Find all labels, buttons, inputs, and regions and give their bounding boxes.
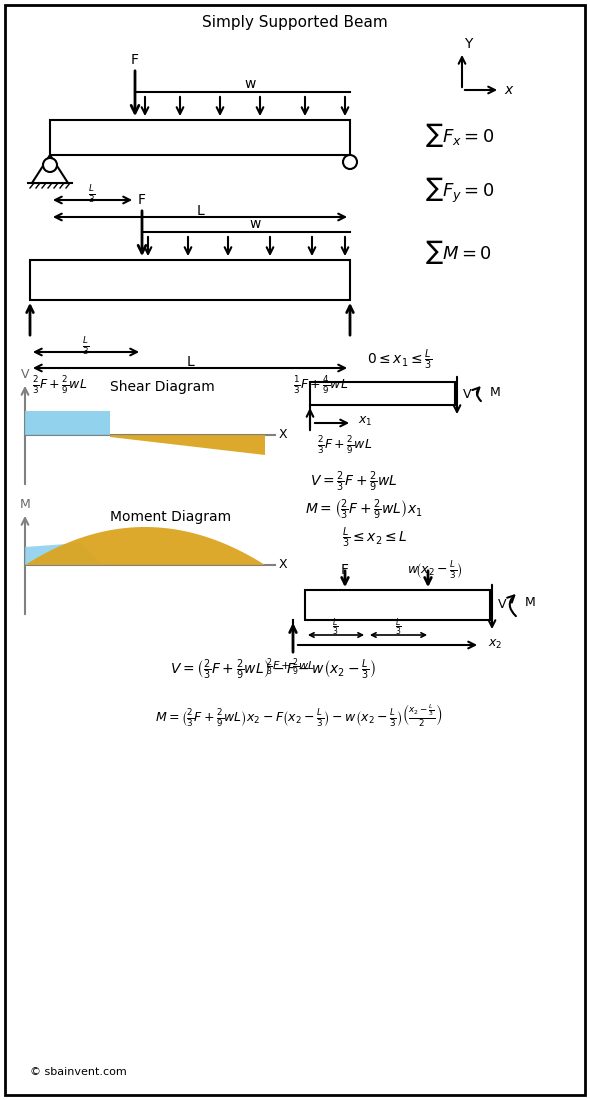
Text: Moment Diagram: Moment Diagram <box>110 510 231 524</box>
Text: $\frac{2}{3}F+\frac{2}{9}wL$: $\frac{2}{3}F+\frac{2}{9}wL$ <box>266 657 316 678</box>
Bar <box>50 120 350 155</box>
Text: $\frac{1}{3}F+\frac{4}{9}wL$: $\frac{1}{3}F+\frac{4}{9}wL$ <box>293 374 348 396</box>
Bar <box>305 590 490 620</box>
Text: Y: Y <box>464 37 472 51</box>
Polygon shape <box>32 155 68 183</box>
Text: $V = \frac{2}{3}F + \frac{2}{9}wL$: $V = \frac{2}{3}F + \frac{2}{9}wL$ <box>310 470 398 494</box>
Text: $\frac{L}{3}$: $\frac{L}{3}$ <box>395 616 401 638</box>
Text: $x_2$: $x_2$ <box>488 638 502 650</box>
Text: Simply Supported Beam: Simply Supported Beam <box>202 14 388 30</box>
Text: $\sum F_y = 0$: $\sum F_y = 0$ <box>425 175 494 205</box>
Text: Shear Diagram: Shear Diagram <box>110 379 215 394</box>
Text: X: X <box>278 559 287 572</box>
Polygon shape <box>110 434 265 455</box>
Text: $\frac{L}{3}$: $\frac{L}{3}$ <box>88 183 96 205</box>
Text: V: V <box>498 598 506 612</box>
Bar <box>30 260 350 300</box>
Text: w: w <box>244 77 255 91</box>
Polygon shape <box>25 411 110 434</box>
Text: $x_1$: $x_1$ <box>358 415 372 428</box>
Text: $\frac{2}{3}F+\frac{2}{9}wL$: $\frac{2}{3}F+\frac{2}{9}wL$ <box>32 374 87 396</box>
Text: © sbainvent.com: © sbainvent.com <box>30 1067 127 1077</box>
Polygon shape <box>25 527 265 565</box>
Text: $M = \left(\frac{2}{3}F + \frac{2}{9}wL\right)x_1$: $M = \left(\frac{2}{3}F + \frac{2}{9}wL\… <box>305 498 422 522</box>
Text: M: M <box>525 596 535 609</box>
Text: $\sum M = 0$: $\sum M = 0$ <box>425 238 492 266</box>
Polygon shape <box>25 543 103 565</box>
Circle shape <box>43 158 57 172</box>
Text: F: F <box>131 53 139 67</box>
Text: w: w <box>250 217 261 231</box>
Text: $0 \leq x_1 \leq \frac{L}{3}$: $0 \leq x_1 \leq \frac{L}{3}$ <box>367 348 433 372</box>
Text: $\frac{2}{3}F+\frac{2}{9}wL$: $\frac{2}{3}F+\frac{2}{9}wL$ <box>317 434 373 456</box>
Text: $M = \left(\frac{2}{3}F+\frac{2}{9}wL\right)x_2 - F\left(x_2-\frac{L}{3}\right) : $M = \left(\frac{2}{3}F+\frac{2}{9}wL\ri… <box>155 702 442 728</box>
Text: L: L <box>186 355 194 368</box>
Circle shape <box>343 155 357 169</box>
Text: $\sum F_x = 0$: $\sum F_x = 0$ <box>425 121 494 148</box>
Text: $w\!\left(x_2-\frac{L}{3}\right)$: $w\!\left(x_2-\frac{L}{3}\right)$ <box>407 559 463 581</box>
Text: F: F <box>138 192 146 207</box>
Text: M: M <box>19 498 30 512</box>
Text: F: F <box>341 563 349 578</box>
Text: $V = \left(\frac{2}{3}F + \frac{2}{9}wL\right) - F - w\left(x_2 - \frac{L}{3}\ri: $V = \left(\frac{2}{3}F + \frac{2}{9}wL\… <box>170 658 376 682</box>
Text: V: V <box>463 387 471 400</box>
Text: $\frac{L}{3}$: $\frac{L}{3}$ <box>332 616 339 638</box>
Text: V: V <box>21 368 30 382</box>
Text: $\frac{L}{3}$: $\frac{L}{3}$ <box>82 336 90 358</box>
Text: M: M <box>490 385 500 398</box>
Text: X: X <box>278 429 287 441</box>
Bar <box>310 382 455 405</box>
Text: $\frac{L}{3} \leq x_2 \leq L$: $\frac{L}{3} \leq x_2 \leq L$ <box>342 526 408 550</box>
Text: L: L <box>196 204 204 218</box>
Text: x: x <box>504 82 512 97</box>
